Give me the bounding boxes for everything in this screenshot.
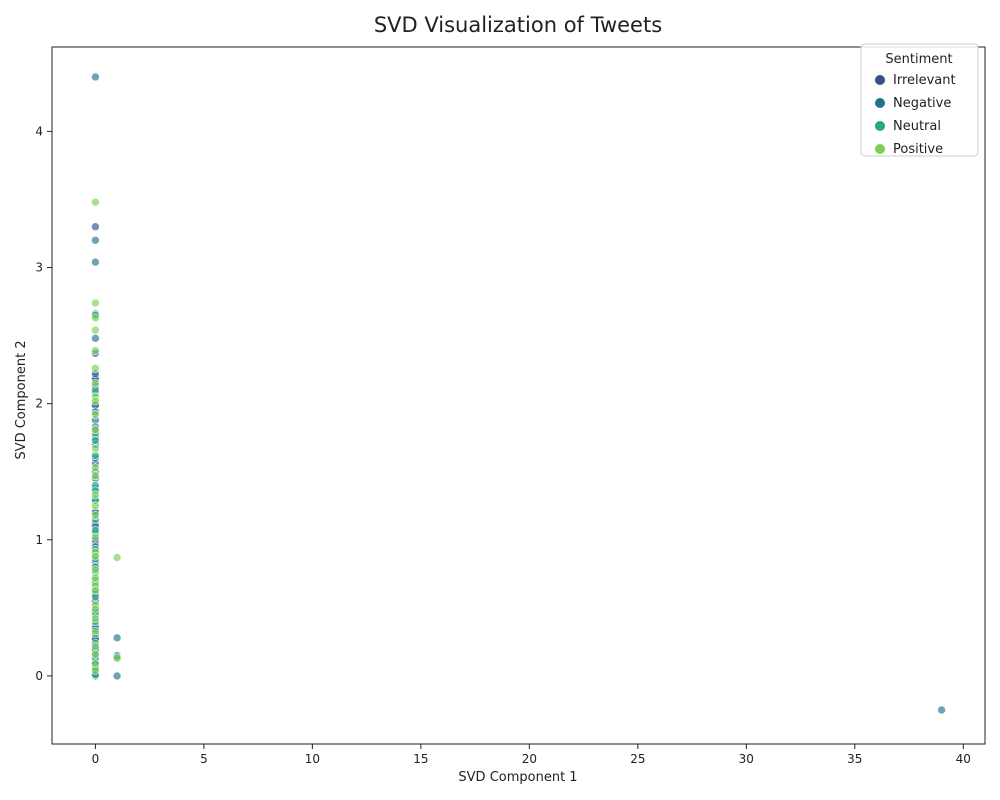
- x-tick-label: 15: [413, 752, 428, 766]
- point-positive-16: [91, 510, 100, 520]
- x-tick-label: 20: [522, 752, 537, 766]
- point-positive-8: [91, 396, 100, 406]
- point-positive-3: [91, 325, 100, 335]
- point-positive-1: [91, 298, 100, 308]
- x-tick-label: 25: [630, 752, 645, 766]
- y-axis: 0 1 2 3 4: [35, 124, 52, 683]
- x-tick-label: 35: [847, 752, 862, 766]
- legend-marker-negative: [875, 98, 885, 108]
- legend-frame: [860, 43, 979, 157]
- point-positive-31: [91, 666, 100, 675]
- point-positive-23: [91, 585, 100, 595]
- legend: Sentiment Irrelevant Negative Neutral Posit…: [860, 43, 979, 157]
- legend-marker-positive: [875, 144, 885, 154]
- y-tick-label: 1: [35, 533, 43, 547]
- point-negative-41: [937, 705, 946, 715]
- x-tick-label: 40: [956, 752, 971, 766]
- point-positive-12: [91, 463, 100, 472]
- point-positive-2: [91, 313, 100, 323]
- point-positive-19: [91, 551, 100, 561]
- legend-marker-neutral: [875, 121, 885, 131]
- x-tick-label: 10: [305, 752, 320, 766]
- x-axis-label: SVD Component 1: [458, 770, 577, 785]
- y-tick-label: 2: [35, 397, 43, 411]
- point-positive-20: [91, 565, 100, 575]
- plot-area: [51, 46, 986, 745]
- point-positive-4: [91, 346, 100, 355]
- point-negative-4: [91, 334, 100, 343]
- x-tick-label: 0: [92, 752, 100, 766]
- legend-marker-irrelevant: [875, 75, 885, 85]
- point-positive-13: [91, 471, 100, 481]
- point-negative-38: [112, 633, 122, 643]
- point-positive-28: [91, 641, 100, 651]
- y-tick-label: 3: [35, 261, 43, 275]
- point-positive-5: [91, 363, 100, 373]
- point-positive-14: [91, 490, 100, 500]
- point-negative-40: [112, 671, 122, 681]
- x-axis: 0 5 10 15 20 25 30 35 40: [92, 744, 971, 766]
- point-positive-32: [112, 553, 122, 562]
- point-positive-0: [91, 197, 100, 207]
- y-tick-label: 0: [35, 669, 43, 683]
- point-positive-17: [91, 532, 100, 542]
- plot-frame: [51, 46, 986, 745]
- point-positive-10: [91, 425, 100, 434]
- point-positive-9: [91, 410, 100, 419]
- legend-label-negative: Negative: [893, 96, 951, 111]
- point-positive-11: [91, 444, 100, 453]
- x-tick-label: 30: [739, 752, 754, 766]
- point-positive-15: [91, 501, 100, 511]
- point-positive-33: [112, 653, 122, 663]
- point-positive-6: [91, 378, 100, 388]
- point-negative-1: [91, 236, 100, 245]
- point-positive-29: [91, 649, 100, 659]
- legend-title: Sentiment: [885, 52, 952, 67]
- point-negative-0: [91, 72, 100, 82]
- point-negative-2: [91, 257, 100, 267]
- point-positive-21: [91, 573, 100, 583]
- point-irrelevant-0: [91, 222, 100, 231]
- point-neutral-3: [91, 436, 100, 445]
- legend-label-neutral: Neutral: [893, 119, 941, 134]
- x-tick-label: 5: [200, 752, 208, 766]
- legend-label-positive: Positive: [893, 142, 943, 157]
- point-positive-25: [91, 604, 100, 614]
- y-tick-label: 4: [35, 124, 43, 138]
- y-axis-label: SVD Component 2: [14, 340, 29, 459]
- point-positive-26: [91, 614, 100, 624]
- chart-title: SVD Visualization of Tweets: [374, 13, 662, 37]
- legend-label-irrelevant: Irrelevant: [893, 73, 956, 88]
- point-positive-27: [91, 626, 100, 636]
